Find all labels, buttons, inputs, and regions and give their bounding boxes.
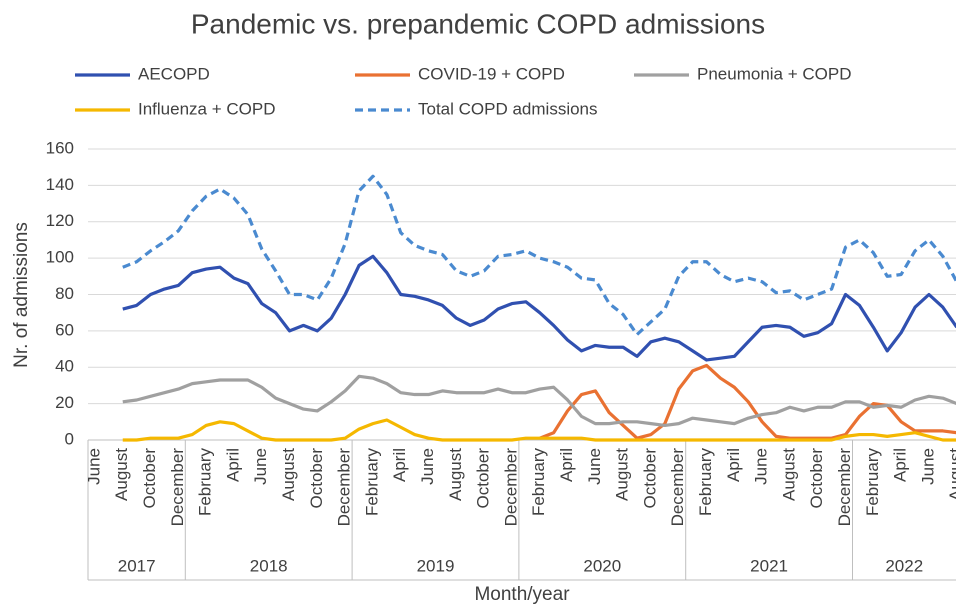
x-tick-label: June [251, 448, 270, 485]
x-tick-label: February [362, 448, 381, 517]
y-tick-label: 60 [55, 320, 74, 339]
y-tick-label: 160 [46, 138, 74, 157]
x-tick-label: August [112, 448, 131, 501]
x-tick-label: December [501, 448, 520, 527]
year-label: 2020 [583, 556, 621, 575]
x-tick-label: February [529, 448, 548, 517]
x-tick-label: August [446, 448, 465, 501]
x-tick-label: October [474, 448, 493, 509]
x-tick-label: October [640, 448, 659, 509]
x-tick-label: December [668, 448, 687, 527]
x-tick-label: June [752, 448, 771, 485]
legend-label: Pneumonia + COPD [697, 64, 852, 83]
x-tick-label: February [196, 448, 215, 517]
y-tick-label: 140 [46, 175, 74, 194]
x-tick-label: April [724, 448, 743, 482]
legend-label: Total COPD admissions [418, 99, 598, 118]
legend-label: AECOPD [138, 64, 210, 83]
year-label: 2017 [118, 556, 156, 575]
x-tick-label: December [335, 448, 354, 527]
x-tick-label: April [557, 448, 576, 482]
x-tick-label: August [779, 448, 798, 501]
x-tick-label: February [863, 448, 882, 517]
x-tick-label: June [918, 448, 937, 485]
chart-title: Pandemic vs. prepandemic COPD admissions [191, 8, 765, 39]
series-line [122, 374, 956, 428]
legend-label: Influenza + COPD [138, 99, 276, 118]
y-tick-label: 120 [46, 211, 74, 230]
legend-label: COVID-19 + COPD [418, 64, 565, 83]
x-tick-label: August [613, 448, 632, 501]
year-label: 2021 [750, 556, 788, 575]
x-tick-label: October [307, 448, 326, 509]
x-tick-label: April [223, 448, 242, 482]
x-tick-label: August [279, 448, 298, 501]
x-tick-label: August [946, 448, 956, 501]
x-tick-label: June [418, 448, 437, 485]
y-tick-label: 100 [46, 248, 74, 267]
x-tick-label: April [891, 448, 910, 482]
x-tick-label: April [390, 448, 409, 482]
x-tick-label: October [807, 448, 826, 509]
x-tick-label: February [696, 448, 715, 517]
series-line [122, 418, 956, 442]
x-tick-label: June [585, 448, 604, 485]
x-tick-label: December [835, 448, 854, 527]
series-line [539, 363, 956, 440]
y-tick-label: 40 [55, 357, 74, 376]
y-tick-label: 20 [55, 393, 74, 412]
series-line [122, 254, 956, 362]
x-tick-label: December [168, 448, 187, 527]
x-tick-label: October [140, 448, 159, 509]
x-axis-title: Month/year [474, 584, 570, 605]
year-label: 2018 [250, 556, 288, 575]
year-label: 2022 [885, 556, 923, 575]
y-tick-label: 0 [65, 429, 74, 448]
y-tick-label: 80 [55, 284, 74, 303]
year-label: 2019 [417, 556, 455, 575]
x-tick-label: June [84, 448, 103, 485]
y-axis-title: Nr. of admissions [11, 222, 32, 368]
series-line [122, 174, 956, 337]
